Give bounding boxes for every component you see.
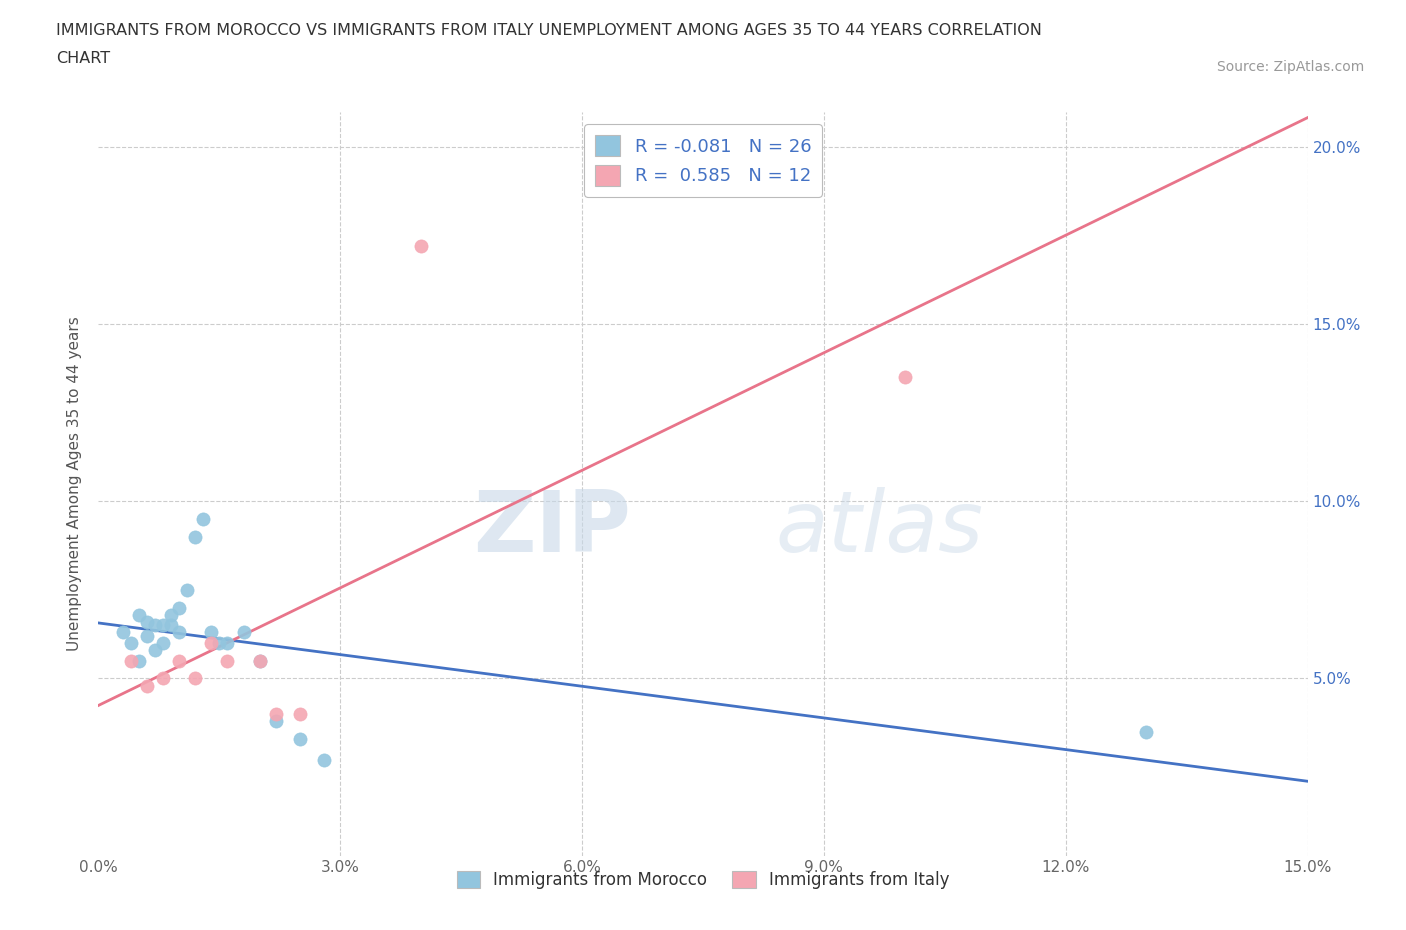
Point: [264, 707, 287, 722]
Point: [288, 707, 311, 722]
Text: Source: ZipAtlas.com: Source: ZipAtlas.com: [1216, 60, 1364, 74]
Point: [160, 607, 183, 622]
Point: [217, 653, 239, 668]
Point: [200, 635, 222, 650]
Point: [208, 635, 231, 650]
Point: [288, 731, 311, 746]
Point: [152, 635, 174, 650]
Point: [264, 713, 287, 728]
Point: [152, 671, 174, 686]
Point: [143, 643, 166, 658]
Point: [193, 512, 215, 526]
Text: IMMIGRANTS FROM MOROCCO VS IMMIGRANTS FROM ITALY UNEMPLOYMENT AMONG AGES 35 TO 4: IMMIGRANTS FROM MOROCCO VS IMMIGRANTS FR…: [56, 23, 1042, 38]
Point: [893, 370, 915, 385]
Point: [135, 678, 157, 693]
Point: [120, 635, 142, 650]
Point: [314, 752, 336, 767]
Point: [167, 600, 190, 615]
Text: ZIP: ZIP: [472, 486, 630, 570]
Y-axis label: Unemployment Among Ages 35 to 44 years: Unemployment Among Ages 35 to 44 years: [67, 316, 83, 651]
Point: [217, 635, 239, 650]
Point: [160, 618, 183, 632]
Point: [152, 618, 174, 632]
Point: [167, 653, 190, 668]
Point: [409, 239, 432, 254]
Text: atlas: atlas: [776, 486, 984, 570]
Point: [249, 653, 271, 668]
Point: [1135, 724, 1157, 739]
Point: [135, 615, 157, 630]
Point: [111, 625, 134, 640]
Point: [143, 618, 166, 632]
Legend: Immigrants from Morocco, Immigrants from Italy: Immigrants from Morocco, Immigrants from…: [450, 864, 956, 896]
Point: [120, 653, 142, 668]
Text: CHART: CHART: [56, 51, 110, 66]
Point: [232, 625, 254, 640]
Point: [176, 582, 198, 597]
Point: [200, 625, 222, 640]
Point: [135, 629, 157, 644]
Point: [184, 671, 207, 686]
Point: [184, 529, 207, 544]
Point: [249, 653, 271, 668]
Point: [128, 653, 150, 668]
Point: [128, 607, 150, 622]
Point: [167, 625, 190, 640]
